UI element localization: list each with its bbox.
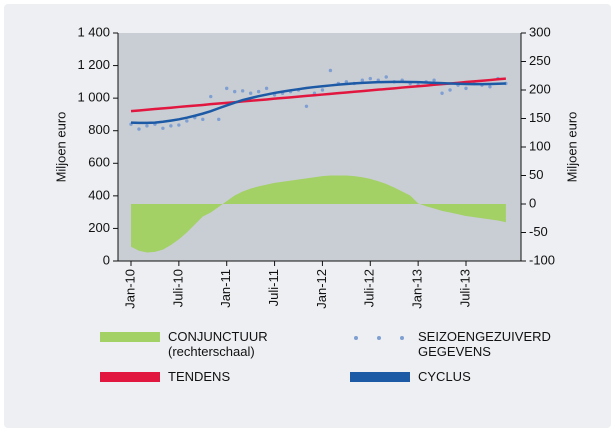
y-tick-label: 1 400 bbox=[77, 24, 110, 39]
y-tick-label: 400 bbox=[88, 187, 110, 202]
point bbox=[320, 88, 325, 92]
point bbox=[256, 89, 261, 94]
y2-tick-label: 150 bbox=[529, 110, 551, 125]
point bbox=[448, 88, 452, 92]
y2-tick-label: -100 bbox=[529, 252, 555, 267]
x-tick-label: Juli-11 bbox=[266, 269, 281, 306]
x-tick-label: Jan-10 bbox=[122, 269, 137, 309]
line bbox=[130, 80, 506, 125]
point bbox=[240, 89, 245, 93]
point bbox=[432, 78, 436, 82]
x-tick-label: Juli-10 bbox=[170, 269, 185, 307]
legend-swatch bbox=[350, 372, 410, 382]
legend-label: TENDENS bbox=[168, 369, 231, 384]
point bbox=[185, 119, 189, 123]
point bbox=[225, 86, 229, 91]
x-tick-label: Jan-11 bbox=[218, 269, 233, 308]
point bbox=[368, 76, 372, 81]
point bbox=[488, 85, 492, 89]
point bbox=[248, 91, 253, 95]
point bbox=[169, 124, 173, 128]
legend-dot bbox=[354, 336, 358, 340]
y2-tick-label: 100 bbox=[529, 138, 551, 153]
y-tick-label: 200 bbox=[88, 220, 110, 235]
point bbox=[328, 68, 333, 73]
legend-label: SEIZOENGEZUIVERD GEGEVENS bbox=[418, 329, 551, 359]
point bbox=[464, 86, 468, 91]
y-tick-label: 800 bbox=[88, 122, 110, 137]
point bbox=[440, 91, 444, 95]
point bbox=[360, 78, 365, 82]
point bbox=[145, 124, 149, 128]
y2-tick-label: 200 bbox=[529, 81, 551, 96]
area bbox=[131, 175, 506, 253]
point bbox=[217, 117, 221, 122]
y2-tick-label: 300 bbox=[529, 24, 551, 39]
legend-swatch bbox=[100, 332, 160, 342]
point bbox=[384, 75, 388, 79]
point bbox=[209, 94, 213, 99]
point bbox=[161, 126, 165, 130]
legend-dot bbox=[377, 336, 381, 340]
y2-tick-label: -50 bbox=[529, 224, 548, 239]
x-tick-label: Jan-12 bbox=[314, 269, 329, 309]
point bbox=[137, 127, 141, 131]
y2-tick-label: 50 bbox=[529, 167, 543, 182]
legend-label: CONJUNCTUUR (rechterschaal) bbox=[168, 329, 268, 359]
y-tick-label: 1 000 bbox=[77, 90, 110, 105]
point bbox=[177, 123, 181, 127]
legend-dot bbox=[400, 336, 404, 340]
legend-label: CYCLUS bbox=[418, 369, 471, 384]
point bbox=[201, 117, 205, 122]
y-tick-label: 1 200 bbox=[77, 57, 110, 72]
y-tick-label: 0 bbox=[103, 252, 110, 267]
y2-axis-label: Miljoen euro bbox=[564, 112, 579, 183]
point bbox=[304, 104, 309, 108]
y-tick-label: 600 bbox=[88, 155, 110, 170]
legend-swatch bbox=[100, 372, 160, 382]
x-tick-label: Juli-13 bbox=[457, 269, 472, 307]
x-tick-label: Juli-12 bbox=[362, 269, 377, 307]
point bbox=[264, 86, 269, 91]
point bbox=[232, 89, 237, 94]
legend-swatch bbox=[350, 336, 410, 342]
y2-tick-label: 0 bbox=[529, 195, 536, 210]
y2-tick-label: 250 bbox=[529, 53, 551, 68]
x-tick-label: Jan-13 bbox=[410, 269, 425, 309]
y-axis-label: Miljoen euro bbox=[53, 112, 68, 183]
